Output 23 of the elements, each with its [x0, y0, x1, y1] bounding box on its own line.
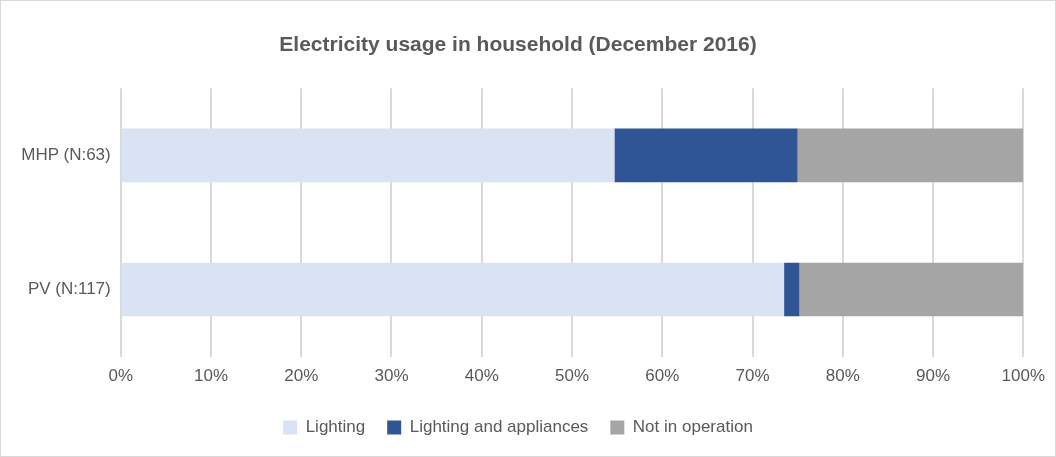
y-tick-label: PV (N:117) [27, 279, 111, 299]
bar [784, 262, 800, 317]
x-tick-label: 60% [645, 366, 680, 386]
legend-label: Lighting and appliances [409, 417, 589, 437]
bar [121, 128, 615, 183]
x-tick-label: 20% [284, 366, 319, 386]
legend-label: Not in operation [632, 417, 753, 437]
chart-title: Electricity usage in household (December 2016) [279, 32, 757, 56]
x-tick-label: 70% [735, 366, 770, 386]
legend-label: Lighting [305, 417, 366, 437]
bar [797, 128, 1024, 183]
x-tick-label: 90% [915, 366, 951, 386]
y-tick-label: MHP (N:63) [21, 144, 111, 164]
x-tick-label: 0% [108, 366, 134, 386]
x-tick-label: 10% [193, 366, 228, 386]
x-tick-label: 50% [554, 366, 590, 386]
bar [121, 262, 785, 317]
bar [614, 128, 798, 183]
bar [799, 262, 1024, 317]
x-tick-label: 100% [1001, 366, 1045, 386]
x-tick-label: 30% [374, 366, 409, 386]
x-tick-label: 40% [464, 366, 499, 386]
x-tick-label: 80% [825, 366, 860, 386]
